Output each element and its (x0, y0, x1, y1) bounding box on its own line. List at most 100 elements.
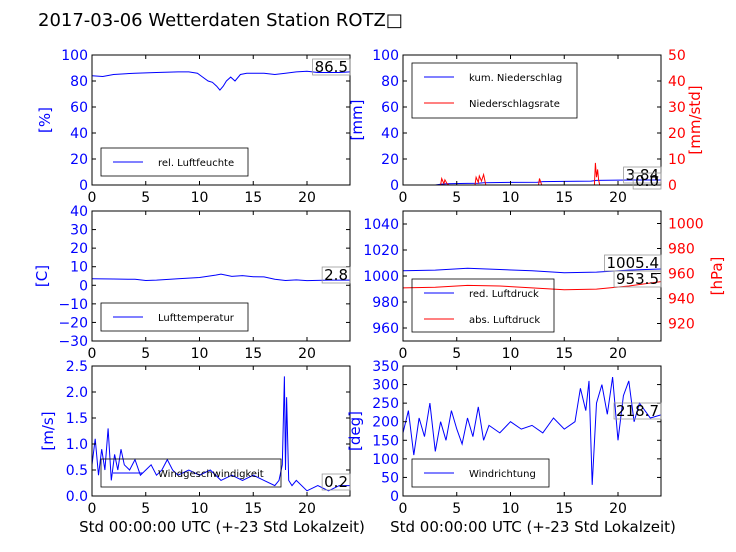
current-value-box (321, 266, 351, 284)
x-tick-label: 20 (609, 346, 627, 362)
y-tick-label: −10 (58, 297, 88, 313)
x-tick-label: 20 (298, 501, 316, 517)
y-tick-label: 20 (70, 152, 88, 168)
y-tick-label: 1000 (363, 269, 399, 285)
legend-label: kum. Niederschlag (469, 73, 562, 84)
plot-frame (402, 365, 662, 497)
x-tick-label: 10 (191, 501, 209, 517)
y-tick-label: 1.0 (66, 437, 88, 453)
series-line-1 (403, 377, 661, 485)
x-tick-label: 5 (141, 501, 150, 517)
legend-label: red. Luftdruck (469, 289, 539, 300)
legend-box (411, 278, 555, 333)
current-value-label: 3.84 (626, 166, 659, 184)
chart-wind-speed: 0 5 10 15 20 0.0 0.5 1.0 1.5 2.0 2.5 [m/s] Windgesch… (39, 359, 351, 517)
x-tick-label: 15 (555, 190, 573, 206)
legend-box (411, 458, 550, 488)
chart-precipitation: 0 5 10 15 20 0 20 40 60 80 100 0 10 20 30 40 50 [mm] [mm/s… (348, 48, 704, 206)
y2-axis-label: [mm/std] (686, 85, 704, 154)
current-value-box (632, 172, 662, 190)
y-tick-label: 100 (372, 48, 399, 64)
y-tick-label: −20 (58, 315, 88, 331)
current-value-box (312, 58, 351, 76)
plot-frame (402, 54, 662, 186)
x-tick-label: 0 (399, 190, 408, 206)
y2-axis-label: [hPa] (708, 257, 726, 296)
y-tick-label: 0 (79, 278, 88, 294)
legend-label: Niederschlagsrate (469, 99, 560, 110)
y-tick-label: 80 (70, 74, 88, 90)
legend-box (100, 458, 282, 488)
y-tick-label: 200 (372, 415, 399, 431)
current-value-label: 1005.4 (607, 254, 660, 272)
series-line-1 (92, 273, 350, 282)
x-tick-label: 15 (555, 346, 573, 362)
y-tick-label: 350 (372, 359, 399, 375)
y-tick-label: 40 (381, 126, 399, 142)
chart-temperature: 0 5 10 15 20 −30 −20 −10 0 10 20 30 40 [C] Lufttempera… (33, 204, 351, 362)
current-value-label: 218.7 (616, 402, 659, 420)
page-title: 2017-03-06 Wetterdaten Station ROTZ□ (38, 10, 403, 31)
legend-box (411, 62, 578, 119)
y2-tick-label: 10 (668, 152, 686, 168)
y-tick-label: 0 (390, 178, 399, 194)
x-tick-label: 10 (191, 190, 209, 206)
x-tick-label: 20 (298, 190, 316, 206)
y-tick-label: 0.0 (66, 489, 88, 505)
y2-tick-label: 960 (668, 267, 695, 283)
plot-frame (91, 54, 351, 186)
current-value-box (613, 270, 662, 288)
y-tick-label: 40 (70, 126, 88, 142)
y2-tick-label: 980 (668, 242, 695, 258)
series-line-2 (403, 162, 661, 185)
y-tick-label: 980 (372, 295, 399, 311)
x-tick-label: 5 (141, 346, 150, 362)
current-value-label: 0.2 (324, 473, 348, 491)
current-value-label: 86.5 (315, 58, 348, 76)
x-tick-label: 0 (399, 501, 408, 517)
y-tick-label: 1020 (363, 243, 399, 259)
y-axis-label: [m/s] (39, 411, 57, 450)
y-tick-label: 960 (372, 321, 399, 337)
y-tick-label: 20 (70, 241, 88, 257)
y2-tick-label: 40 (668, 74, 686, 90)
y-tick-label: 60 (381, 100, 399, 116)
plot-frame (91, 365, 351, 497)
x-axis-label-left: Std 00:00:00 UTC (+-23 Std Lokalzeit) (79, 518, 365, 536)
y-tick-label: 2.5 (66, 359, 88, 375)
x-tick-label: 20 (609, 501, 627, 517)
y-tick-label: 150 (372, 433, 399, 449)
x-axis-label-right: Std 00:00:00 UTC (+-23 Std Lokalzeit) (390, 518, 676, 536)
y-tick-label: 0 (79, 178, 88, 194)
legend-box (100, 302, 249, 332)
y-tick-label: 2.0 (66, 385, 88, 401)
y-tick-label: 20 (381, 152, 399, 168)
y-tick-label: 10 (70, 260, 88, 276)
current-value-box (613, 402, 662, 420)
x-tick-label: 5 (452, 190, 461, 206)
x-tick-label: 20 (609, 190, 627, 206)
y-tick-label: 40 (70, 204, 88, 220)
current-value-label: 2.8 (324, 266, 348, 284)
y-tick-label: 300 (372, 378, 399, 394)
y-axis-label: [deg] (346, 411, 364, 451)
x-tick-label: 15 (555, 501, 573, 517)
chart-wind-direction: 0 5 10 15 20050100150200250300350[deg]Windri… (346, 359, 662, 517)
x-tick-label: 20 (298, 346, 316, 362)
current-value-label: 953.5 (616, 270, 659, 288)
y2-tick-label: 20 (668, 126, 686, 142)
series-line-1 (92, 70, 350, 91)
y-tick-label: 1040 (363, 217, 399, 233)
series-line-1 (403, 179, 661, 185)
y-tick-label: 60 (70, 100, 88, 116)
x-tick-label: 5 (452, 501, 461, 517)
x-tick-label: 10 (502, 501, 520, 517)
legend-label: Windgeschwindigkeit (158, 469, 264, 480)
y2-tick-label: 50 (668, 48, 686, 64)
x-tick-label: 0 (88, 501, 97, 517)
legend-label: abs. Luftdruck (469, 315, 540, 326)
y-tick-label: 1.5 (66, 411, 88, 427)
y-tick-label: 250 (372, 396, 399, 412)
x-tick-label: 0 (399, 346, 408, 362)
y-tick-label: 50 (381, 470, 399, 486)
